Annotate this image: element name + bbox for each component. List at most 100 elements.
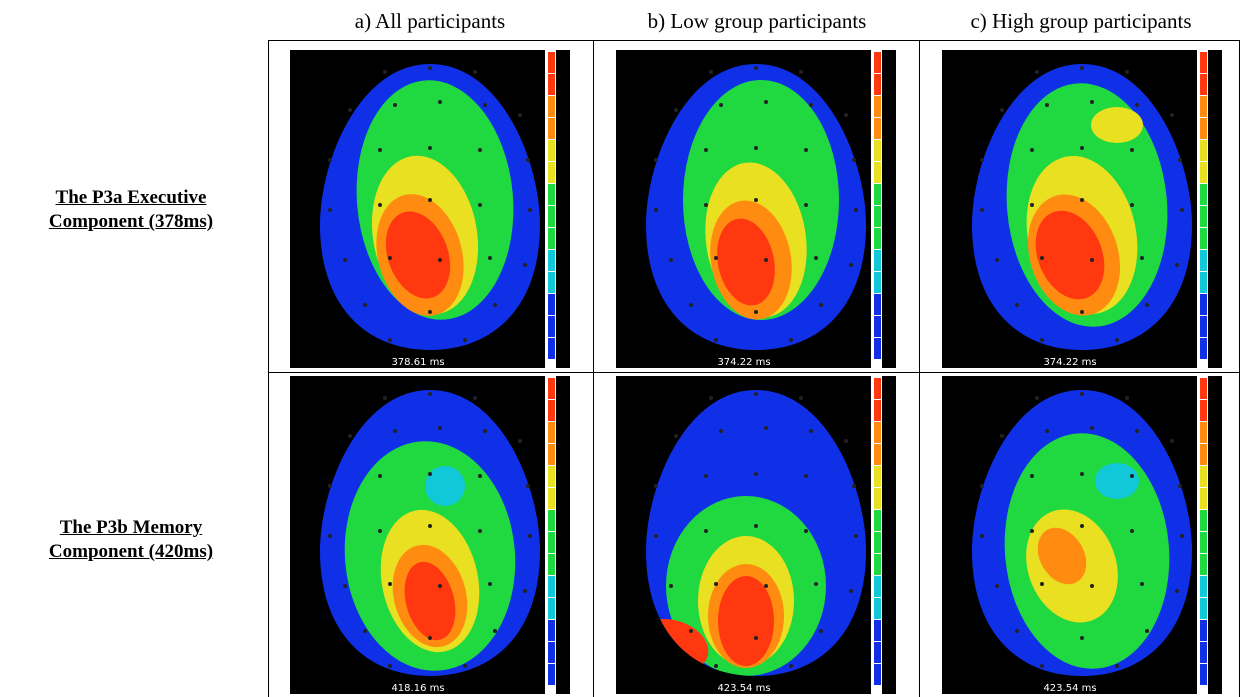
scale-segment [874,338,881,359]
electrode-dot [704,203,708,207]
time-label: 374.22 ms [1043,357,1096,368]
electrode-dot [1170,439,1174,443]
electrode-dot [378,148,382,152]
electrode-dot [383,70,387,74]
electrode-dot [1040,582,1044,586]
map-c-p3a: 374.22 ms [942,50,1222,368]
electrode-dot [1040,664,1044,668]
scalp-map [320,390,540,676]
activation-red [1035,210,1105,300]
activation-red [385,211,451,299]
electrode-dot [383,396,387,400]
electrode-dot [1080,66,1084,70]
electrode-dot [428,66,432,70]
electrode-dot [854,534,858,538]
scale-segment [1200,664,1207,685]
scalp-map [972,64,1192,350]
map-a-p3a: 378.61 ms [290,50,570,368]
electrode-dot [819,303,823,307]
scale-segment [548,378,555,399]
electrode-dot [849,589,853,593]
grid-line-col2 [919,40,920,697]
electrode-dot [428,146,432,150]
column-header-high: c) High group participants [970,9,1192,33]
electrode-dot [709,70,713,74]
scale-segment [874,316,881,337]
electrode-dot [1178,158,1182,162]
electrode-dot [995,258,999,262]
electrode-dot [1045,103,1049,107]
electrode-dot [1115,338,1119,342]
electrode-dot [852,158,856,162]
scale-segment [1200,642,1207,663]
electrode-dot [478,148,482,152]
electrode-dot [704,529,708,533]
electrode-dot [809,429,813,433]
column-header-low: b) Low group participants [647,9,867,33]
scale-segment [874,620,881,641]
electrode-dot [518,113,522,117]
electrode-dot [463,338,467,342]
electrode-dot [980,158,984,162]
electrode-dot [328,208,332,212]
electrode-dot [819,629,823,633]
activation-red [718,576,774,666]
electrode-dot [488,582,492,586]
electrode-dot [478,474,482,478]
map-cell-c-p3b: 423.54 ms [942,376,1222,694]
scale-segment [548,466,555,487]
scale-segment [874,272,881,293]
scale-segment [874,554,881,575]
electrode-dot [714,664,718,668]
time-label: 423.54 ms [717,683,770,694]
electrode-dot [428,392,432,396]
electrode-dot [789,338,793,342]
scale-segment [1200,74,1207,95]
scale-ticks-bg [556,50,570,368]
electrode-dot [754,146,758,150]
electrode-dot [1140,256,1144,260]
scale-segment [548,642,555,663]
electrode-dot [523,263,527,267]
electrode-dot [463,664,467,668]
electrode-dot [528,534,532,538]
electrode-dot [1140,582,1144,586]
scale-segment [874,162,881,183]
electrode-dot [804,529,808,533]
scale-segment [874,74,881,95]
electrode-dot [526,158,530,162]
scalp-map [646,390,866,676]
electrode-dot [393,103,397,107]
electrode-dot [689,629,693,633]
scale-segment [548,184,555,205]
electrode-dot [1030,474,1034,478]
electrode-dot [674,108,678,112]
electrode-dot [1125,396,1129,400]
scalp-map [646,64,866,350]
electrode-dot [714,338,718,342]
electrode-dot [1145,629,1149,633]
scale-segment [1200,400,1207,421]
scale-segment [548,422,555,443]
electrode-dot [1080,524,1084,528]
electrode-dot [1130,529,1134,533]
electrode-dot [363,303,367,307]
electrode-dot [714,582,718,586]
scale-segment [548,206,555,227]
time-label: 378.61 ms [391,357,444,368]
scale-segment [548,96,555,117]
electrode-dot [1090,426,1094,430]
scale-segment [548,162,555,183]
electrode-dot [1000,108,1004,112]
electrode-dot [1080,636,1084,640]
scale-segment [874,422,881,443]
scale-segment [548,338,555,359]
electrode-dot [754,66,758,70]
electrode-dot [328,484,332,488]
electrode-dot [526,484,530,488]
electrode-dot [809,103,813,107]
electrode-dot [478,529,482,533]
scale-ticks-bg [1208,376,1222,694]
row-label-p3b: The P3b Memory Component (420ms) [0,516,262,564]
map-cell-c-p3a: 374.22 ms [942,50,1222,370]
